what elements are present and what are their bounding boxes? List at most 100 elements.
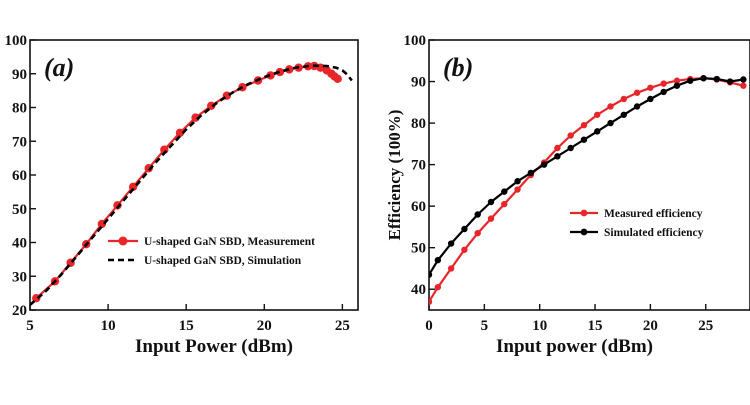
data-point-b-2: [687, 77, 694, 84]
plot-frame-a: [29, 39, 359, 311]
data-point-b-2: [580, 136, 588, 143]
data-point-b-2: [429, 271, 433, 278]
data-point-b-2: [647, 95, 654, 103]
series-line-b-1: [429, 77, 744, 303]
data-point-b-2: [527, 169, 535, 177]
data-point-b-2: [713, 75, 720, 83]
y-axis-label-b: Efficiency (100%): [385, 110, 404, 241]
data-point-b-2: [447, 240, 455, 247]
data-point-b-2: [554, 153, 561, 160]
panel-label-b: (b): [443, 53, 473, 82]
data-point-b-1: [740, 82, 747, 89]
data-point-a-1: [333, 74, 342, 84]
data-point-a-1: [285, 65, 294, 74]
data-point-b-2: [660, 88, 667, 96]
data-point-b-1: [633, 89, 641, 96]
y-tick-label-b: 80: [411, 116, 426, 132]
y-tick-label-b: 90: [411, 75, 426, 91]
data-point-b-2: [434, 256, 442, 264]
y-tick-label-a: 100: [5, 33, 28, 49]
legend-marker-b-1: [580, 209, 588, 217]
y-tick-label-b: 70: [411, 158, 426, 174]
legend-entry-a-2: U-shaped GaN SBD, Simulation: [144, 255, 302, 267]
x-axis-label-b: Input power (dBm): [496, 336, 653, 357]
data-point-b-1: [474, 229, 481, 237]
data-point-a-1: [175, 128, 185, 138]
data-point-b-1: [434, 283, 442, 291]
x-tick-label-b: 20: [643, 318, 658, 334]
panel-label-a: (a): [44, 53, 74, 82]
data-point-b-1: [429, 298, 433, 305]
data-point-a-1: [144, 164, 153, 173]
data-point-a-1: [275, 67, 285, 77]
x-tick-label-b: 10: [532, 318, 547, 334]
legend-marker-b-2: [580, 228, 588, 236]
legend-a: U-shaped GaN SBD, Measurement U-shaped Ga…: [108, 236, 315, 267]
x-tick-label-a: 15: [179, 318, 194, 334]
x-tick-label-a: 25: [335, 318, 350, 334]
y-tick-label-a: 30: [12, 269, 27, 285]
data-point-b-2: [594, 128, 601, 135]
legend-entry-b-2: Simulated efficiency: [604, 227, 704, 239]
data-point-b-2: [726, 78, 734, 85]
series-line-a-2: [30, 64, 353, 306]
chart-a: 5 10 15 20 25 20 30 40 50 60 70 80 90 100 Input Power …: [5, 33, 359, 357]
legend-b: Measured efficiency Simulated efficiency: [570, 208, 704, 239]
x-tick-label-a: 20: [257, 318, 272, 334]
x-tick-label-b: 15: [588, 318, 603, 334]
y-tick-label-b: 50: [411, 241, 426, 257]
x-axis-label-a: Input Power (dBm): [135, 336, 293, 357]
data-point-b-1: [660, 80, 667, 87]
y-tick-label-a: 70: [12, 134, 27, 150]
data-point-b-2: [740, 76, 747, 83]
data-point-b-2: [567, 144, 574, 152]
legend-marker-a-1: [118, 236, 128, 246]
y-tick-label-b: 40: [411, 282, 426, 298]
data-point-a-1: [206, 101, 216, 111]
plot-frame-b: [428, 39, 750, 311]
y-tick-label-a: 50: [12, 202, 27, 218]
series-b-1: [429, 75, 747, 305]
x-tick-label-a: 10: [101, 318, 116, 334]
y-tick-label-a: 80: [12, 101, 27, 117]
data-point-b-2: [540, 161, 548, 168]
data-point-a-1: [266, 71, 275, 80]
data-point-b-1: [607, 103, 614, 110]
data-point-b-2: [514, 178, 521, 185]
data-point-b-1: [501, 200, 508, 208]
data-point-b-2: [620, 111, 628, 118]
series-a-2: [30, 64, 353, 306]
data-point-b-1: [594, 111, 601, 118]
data-point-b-2: [633, 103, 641, 110]
data-point-b-2: [474, 211, 481, 218]
data-point-b-1: [487, 215, 495, 222]
data-point-b-2: [673, 82, 681, 89]
legend-entry-b-1: Measured efficiency: [604, 208, 703, 220]
data-point-b-1: [514, 186, 521, 193]
y-tick-label-a: 90: [12, 67, 27, 83]
y-tick-label-a: 20: [12, 303, 27, 319]
data-point-b-1: [554, 144, 561, 152]
y-tick-label-a: 40: [12, 236, 27, 252]
data-point-b-1: [447, 265, 455, 272]
data-point-b-1: [567, 132, 574, 139]
x-tick-label-b: 0: [425, 318, 433, 334]
data-point-b-2: [487, 198, 495, 206]
data-point-b-1: [673, 77, 681, 84]
data-point-b-2: [700, 75, 707, 82]
y-tick-label-a: 60: [12, 168, 27, 184]
x-tick-label-b: 25: [698, 318, 713, 334]
data-point-b-2: [501, 188, 508, 195]
data-point-b-2: [607, 119, 614, 127]
y-tick-label-b: 60: [411, 199, 426, 215]
data-point-b-1: [620, 95, 628, 103]
legend-entry-a-1: U-shaped GaN SBD, Measurement: [144, 236, 315, 248]
series-b-2: [429, 75, 747, 278]
x-tick-label-a: 5: [26, 318, 34, 334]
data-point-a-1: [128, 182, 138, 192]
x-tick-label-b: 5: [481, 318, 489, 334]
data-point-b-2: [461, 225, 468, 233]
data-point-b-1: [461, 246, 468, 253]
